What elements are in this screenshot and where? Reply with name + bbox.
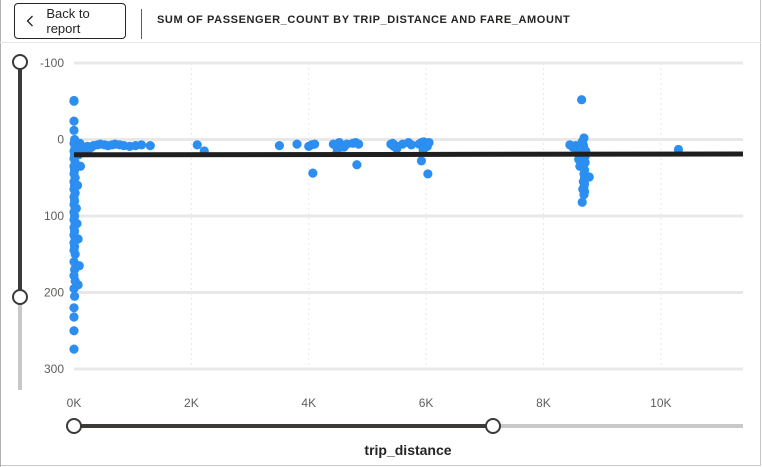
data-point (69, 344, 79, 354)
data-point (424, 137, 434, 148)
frame-left-border (0, 0, 1, 467)
grid-lines (74, 61, 743, 371)
data-point (75, 161, 86, 171)
x-tick-label: 6K (419, 396, 434, 410)
data-point (310, 139, 320, 149)
y-axis-range-slider[interactable] (12, 54, 28, 390)
x-tick-label: 4K (301, 396, 316, 410)
chevron-left-icon (19, 15, 40, 27)
y-slider-handle-bottom (12, 289, 28, 305)
data-point (406, 140, 417, 150)
data-point (72, 180, 83, 190)
data-point (423, 169, 433, 179)
x-tick-label: 8K (536, 396, 551, 410)
back-to-report-label: Back to report (46, 6, 90, 36)
data-point (292, 139, 302, 149)
data-point (70, 249, 80, 259)
x-tick-label: 0K (67, 396, 82, 410)
x-tick-label: 10K (650, 396, 671, 410)
x-slider-handle-left (66, 418, 82, 434)
data-point (69, 125, 79, 135)
data-point (577, 95, 587, 105)
header-divider (141, 9, 142, 39)
y-slider-handle-top (12, 54, 28, 70)
data-point (579, 133, 589, 143)
data-points (69, 95, 684, 354)
data-point (73, 280, 83, 290)
data-point (579, 189, 589, 200)
data-point (69, 312, 79, 322)
data-point (192, 140, 202, 150)
data-point (354, 139, 364, 149)
y-tick-label: 100 (44, 209, 64, 223)
data-point (73, 234, 83, 244)
data-point (69, 326, 79, 336)
y-axis-ticks: -100 0 100 200 300 (40, 56, 64, 376)
data-point (69, 95, 79, 106)
x-slider-handle-right (485, 418, 501, 434)
y-tick-label: 0 (57, 133, 64, 147)
data-point (584, 172, 594, 182)
data-point (352, 160, 362, 170)
data-point (580, 157, 590, 168)
y-tick-label: -100 (40, 56, 64, 70)
data-point (274, 141, 284, 151)
trend-line-group (73, 151, 744, 158)
y-tick-label: 300 (44, 362, 64, 376)
y-tick-label: 200 (44, 286, 64, 300)
data-point (145, 141, 155, 151)
x-axis-title: trip_distance (364, 442, 451, 458)
data-point (136, 140, 147, 150)
data-point (390, 141, 401, 151)
focus-mode-header: Back to report SUM OF PASSENGER_COUNT BY… (0, 0, 762, 43)
data-point (74, 261, 84, 271)
data-point (72, 219, 82, 229)
back-to-report-button[interactable]: Back to report (14, 3, 126, 39)
data-point (416, 156, 427, 166)
visual-title: SUM OF PASSENGER_COUNT BY TRIP_DISTANCE … (157, 14, 571, 26)
data-point (577, 197, 587, 207)
data-point (69, 116, 79, 126)
trend-line (73, 151, 744, 158)
data-point (69, 303, 79, 313)
data-point (308, 168, 318, 178)
data-point (69, 291, 80, 301)
x-tick-label: 2K (184, 396, 199, 410)
x-axis-range-slider[interactable] (66, 418, 743, 434)
x-axis-ticks: 0K 2K 4K 6K 8K 10K (67, 396, 672, 410)
data-point (71, 203, 81, 213)
